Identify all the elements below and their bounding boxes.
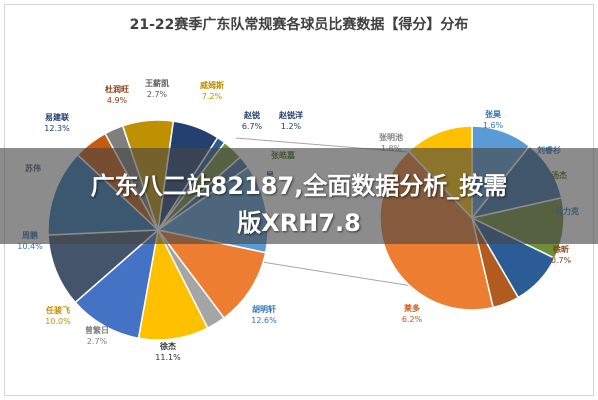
slice-label: 莱多 [404, 303, 420, 313]
slice-label: 张明池 [379, 132, 403, 142]
slice-value: 0.7% [551, 256, 572, 265]
slice-value: 1.6% [483, 121, 504, 130]
slice-label: 胡明轩 [252, 304, 276, 314]
slice-value: 10.4% [17, 242, 43, 251]
pie-slice [156, 228, 267, 320]
slice-label: 徐杰 [159, 341, 176, 351]
slice-value: 6.2% [402, 315, 423, 324]
slice-value: 1.2% [281, 122, 302, 131]
slice-value: 11.1% [155, 353, 181, 362]
slice-value: 12.3% [44, 124, 70, 133]
slice-value: 2.7% [147, 90, 168, 99]
slice-label: 曾繁日 [85, 325, 109, 335]
pie-slice [74, 228, 160, 340]
slice-value: 6.7% [242, 122, 263, 131]
slice-label: 徐昕 [552, 244, 569, 254]
banner-line-1: 广东八二站82187,全面数据分析_按需 [90, 172, 508, 200]
slice-label: 易建联 [45, 112, 69, 122]
pie-slice [137, 227, 209, 341]
banner-line-2: 版XRH7.8 [237, 209, 361, 237]
slice-label: 张昊 [485, 109, 502, 119]
slice-label: 王薪凯 [145, 78, 169, 88]
slice-value: 4.9% [107, 96, 128, 105]
slice-value: 2.7% [87, 337, 108, 346]
slice-value: 12.6% [251, 316, 277, 325]
slice-label: 赵锐洋 [278, 110, 303, 120]
chart-title: 21-22赛季广东队常规赛各球员比赛数据【得分】分布 [129, 17, 469, 33]
connector-line [261, 261, 413, 287]
slice-label: 任骏飞 [45, 305, 70, 315]
slice-label: 赵锐 [243, 110, 260, 120]
slice-label: 威姆斯 [200, 80, 224, 90]
slice-value: 7.2% [202, 92, 223, 101]
slice-value: 10.0% [45, 317, 71, 326]
watermark-banner [0, 148, 598, 244]
slice-label: 杜润旺 [105, 84, 129, 94]
